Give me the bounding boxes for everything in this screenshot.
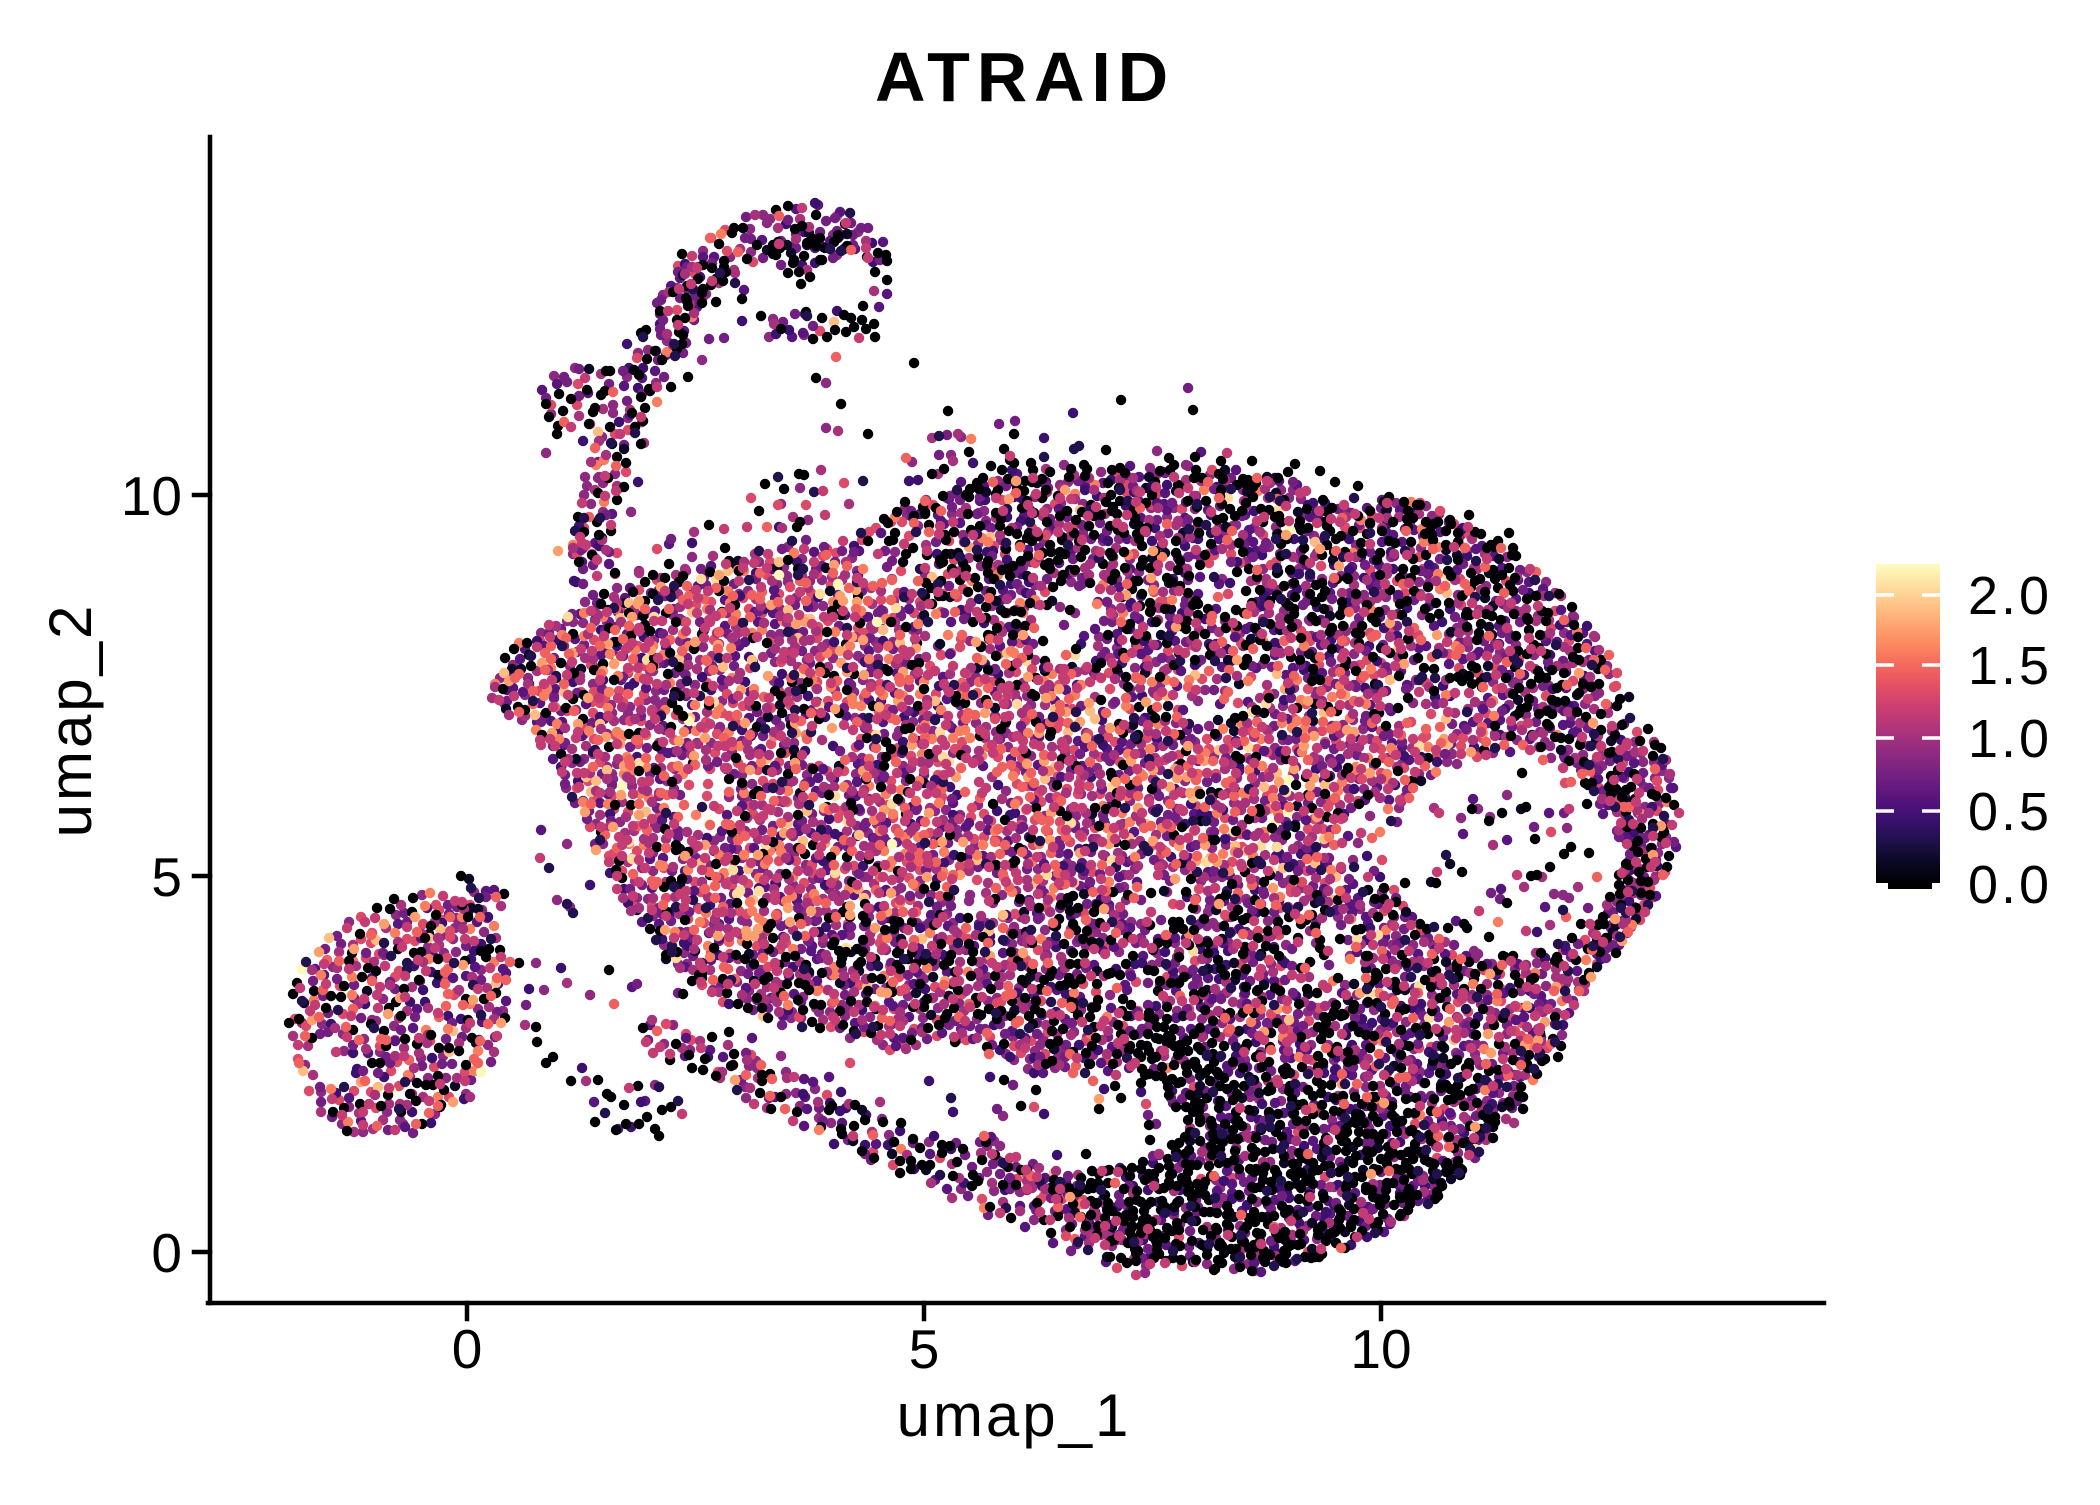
svg-text:2.0: 2.0: [1968, 566, 2052, 626]
svg-text:10: 10: [121, 465, 182, 527]
svg-text:10: 10: [1350, 1318, 1411, 1380]
svg-text:0: 0: [452, 1318, 483, 1380]
svg-text:umap_1: umap_1: [897, 1382, 1132, 1449]
svg-text:ATRAID: ATRAID: [875, 38, 1175, 116]
svg-text:0.0: 0.0: [1968, 855, 2052, 915]
svg-text:umap_2: umap_2: [37, 603, 104, 838]
svg-text:5: 5: [151, 846, 182, 908]
svg-text:0: 0: [151, 1222, 182, 1284]
svg-text:0.5: 0.5: [1968, 782, 2052, 842]
svg-text:1.5: 1.5: [1968, 636, 2052, 696]
svg-text:1.0: 1.0: [1968, 709, 2052, 769]
svg-text:5: 5: [909, 1318, 940, 1380]
